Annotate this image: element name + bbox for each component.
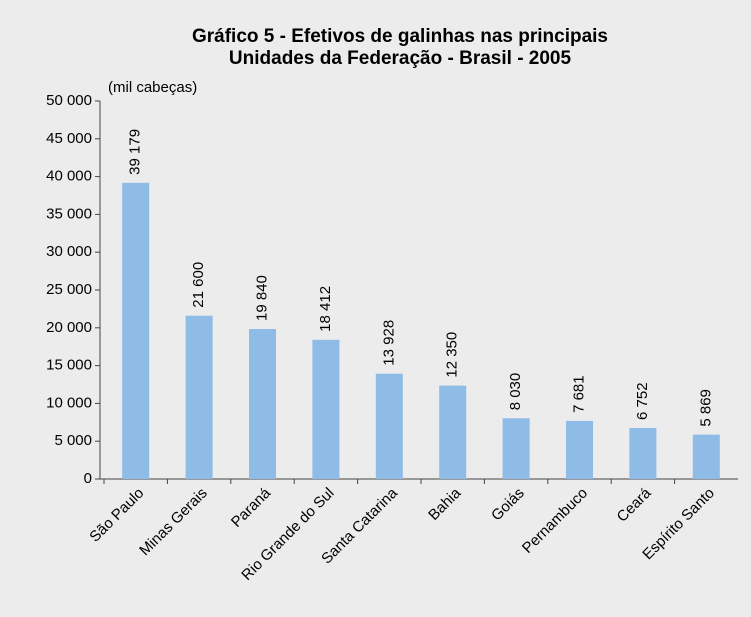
bar xyxy=(502,418,530,479)
x-tick-label: Minas Gerais xyxy=(136,485,211,560)
y-tick-label: 0 xyxy=(84,470,92,487)
value-label: 8 030 xyxy=(507,373,524,411)
bar xyxy=(185,315,213,479)
y-tick-label: 5 000 xyxy=(54,432,92,449)
y-axis-label: (mil cabeças) xyxy=(108,79,197,96)
y-tick-label: 10 000 xyxy=(46,394,92,411)
x-tick-label: São Paulo xyxy=(86,485,147,546)
y-tick-label: 30 000 xyxy=(46,243,92,260)
value-label: 6 752 xyxy=(634,382,651,420)
x-tick-label: Paraná xyxy=(228,484,275,531)
y-tick-label: 15 000 xyxy=(46,357,92,374)
x-tick-label: Pernambuco xyxy=(519,485,591,557)
x-tick-label: Bahia xyxy=(425,484,465,524)
y-tick-label: 45 000 xyxy=(46,130,92,147)
y-tick-label: 25 000 xyxy=(46,281,92,298)
bar xyxy=(629,427,657,479)
value-label: 12 350 xyxy=(444,332,461,378)
bar xyxy=(122,182,150,479)
value-label: 7 681 xyxy=(570,375,587,413)
value-label: 19 840 xyxy=(253,275,270,321)
y-tick-label: 40 000 xyxy=(46,168,92,185)
y-tick-label: 20 000 xyxy=(46,319,92,336)
x-tick-label: Ceará xyxy=(614,484,655,525)
value-label: 5 869 xyxy=(697,389,714,427)
chart-title: Unidades da Federação - Brasil - 2005 xyxy=(229,48,572,69)
bar xyxy=(375,373,403,479)
bar xyxy=(439,385,467,479)
x-tick-label: Goiás xyxy=(488,485,528,525)
value-label: 13 928 xyxy=(380,320,397,366)
y-tick-label: 50 000 xyxy=(46,92,92,109)
bar xyxy=(566,420,593,479)
bar xyxy=(249,329,276,479)
value-label: 18 412 xyxy=(317,286,334,332)
bar xyxy=(692,434,720,479)
y-tick-label: 35 000 xyxy=(46,205,92,222)
bar xyxy=(312,339,340,479)
value-label: 39 179 xyxy=(127,129,144,175)
value-label: 21 600 xyxy=(190,262,207,308)
chart-title: Gráfico 5 - Efetivos de galinhas nas pri… xyxy=(192,26,608,47)
